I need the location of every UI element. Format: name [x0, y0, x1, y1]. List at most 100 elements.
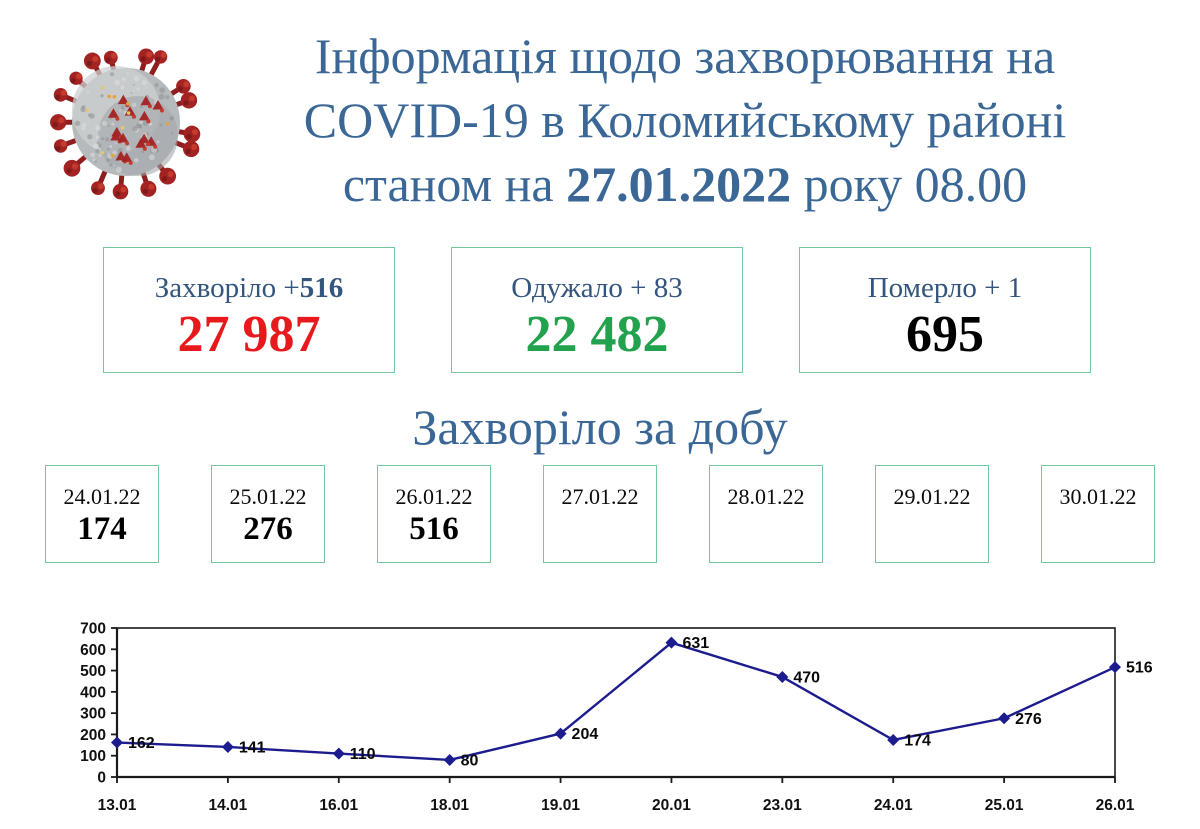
virus-texture-dot — [87, 134, 92, 139]
x-tick-label: 13.01 — [98, 797, 137, 814]
virus-surface-protein — [146, 142, 150, 146]
summary-cards-row: Захворіло +516 27 987 Одужало + 83 22 48… — [103, 247, 1097, 373]
virus-orange-dot — [85, 108, 89, 112]
virus-texture-dot — [141, 151, 144, 154]
virus-texture-dot — [114, 165, 116, 167]
virus-spike-head — [64, 160, 81, 177]
virus-texture-dot — [114, 80, 120, 86]
x-tick-label: 23.01 — [763, 797, 802, 814]
daily-box-date: 30.01.22 — [1042, 484, 1154, 510]
data-point-marker — [444, 754, 456, 766]
virus-texture-dot — [142, 80, 147, 85]
virus-texture-dot — [75, 121, 81, 127]
report-date: 27.01.2022 — [566, 156, 791, 212]
virus-surface-protein — [115, 117, 119, 121]
virus-spike-head — [55, 95, 60, 100]
virus-texture-dot — [111, 122, 114, 125]
virus-texture-dot — [96, 135, 100, 139]
virus-texture-dot — [126, 146, 131, 151]
virus-texture-dot — [107, 148, 110, 151]
virus-texture-dot — [120, 85, 124, 89]
virus-texture-dot — [154, 83, 158, 87]
virus-spike-head — [84, 53, 101, 70]
stat-card-deceased: Померло + 1 695 — [799, 247, 1091, 373]
daily-box-date: 29.01.22 — [876, 484, 988, 510]
virus-texture-dot — [119, 109, 121, 111]
x-tick-label: 20.01 — [652, 797, 691, 814]
virus-orange-dot — [127, 111, 131, 115]
virus-spike-head — [105, 58, 110, 63]
y-tick-label: 600 — [80, 642, 106, 659]
virus-texture-dot — [88, 114, 91, 117]
virus-spike-head — [92, 188, 97, 193]
virus-orange-dot — [107, 95, 111, 99]
virus-texture-dot — [95, 160, 97, 162]
stat-card-label: Померло + 1 — [800, 272, 1090, 305]
virus-texture-dot — [149, 154, 155, 160]
data-point-marker — [1109, 661, 1121, 673]
data-point-label: 141 — [239, 739, 266, 756]
virus-texture-dot — [157, 140, 160, 143]
virus-surface-protein — [129, 161, 133, 165]
virus-spike-head — [53, 122, 58, 127]
daily-box: 30.01.22 — [1041, 465, 1155, 563]
y-tick-label: 100 — [80, 748, 106, 765]
daily-box-date: 28.01.22 — [710, 484, 822, 510]
stat-card-recovered: Одужало + 83 22 482 — [451, 247, 743, 373]
virus-orange-dot — [111, 154, 115, 158]
data-point-label: 631 — [682, 635, 709, 652]
virus-texture-dot — [115, 142, 117, 144]
virus-texture-dot — [122, 77, 126, 81]
x-tick-label: 18.01 — [430, 797, 469, 814]
virus-texture-dot — [100, 94, 103, 97]
virus-spike-head — [161, 52, 167, 58]
virus-texture-dot — [126, 72, 128, 74]
data-point-label: 470 — [793, 669, 820, 686]
virus-surface-protein — [148, 104, 152, 108]
virus-texture-dot — [139, 121, 143, 125]
data-point-label: 110 — [350, 746, 376, 763]
daily-box-date: 26.01.22 — [378, 484, 490, 510]
daily-box-value: 174 — [46, 510, 158, 548]
virus-spike-head — [121, 187, 127, 193]
data-point-label: 174 — [904, 732, 931, 749]
virus-spike-head — [61, 90, 67, 96]
data-point-marker — [998, 712, 1010, 724]
virus-texture-dot — [121, 106, 125, 110]
virus-surface-protein — [153, 145, 157, 149]
virus-texture-dot — [108, 125, 110, 127]
virus-texture-dot — [116, 167, 122, 173]
x-tick-label: 14.01 — [208, 797, 247, 814]
daily-box: 28.01.22 — [709, 465, 823, 563]
data-point-marker — [333, 748, 345, 760]
virus-texture-dot — [101, 137, 104, 140]
virus-texture-dot — [97, 141, 100, 144]
x-tick-label: 26.01 — [1096, 797, 1135, 814]
virus-texture-dot — [159, 87, 165, 93]
virus-spike-head — [50, 114, 66, 130]
virus-texture-dot — [134, 158, 139, 163]
y-tick-label: 500 — [80, 663, 106, 680]
y-tick-label: 400 — [80, 684, 106, 701]
daily-box: 29.01.22 — [875, 465, 989, 563]
virus-texture-dot — [81, 126, 85, 130]
virus-orange-dot — [113, 95, 117, 99]
virus-spike-head — [70, 78, 75, 83]
daily-box-value: 516 — [378, 510, 490, 548]
virus-spike-head — [113, 184, 129, 200]
stat-card-label: Захворіло +516 — [104, 272, 394, 305]
daily-box: 27.01.22 — [543, 465, 657, 563]
virus-spike-head — [155, 57, 160, 62]
virus-spike-head — [148, 184, 154, 190]
virus-texture-dot — [132, 126, 137, 131]
virus-surface-protein — [125, 141, 129, 145]
virus-texture-dot — [95, 149, 99, 153]
title-line-1: Інформація щодо захворювання на — [170, 24, 1200, 88]
virus-texture-dot — [106, 158, 110, 162]
virus-texture-dot — [131, 92, 133, 94]
virus-texture-dot — [109, 164, 112, 167]
